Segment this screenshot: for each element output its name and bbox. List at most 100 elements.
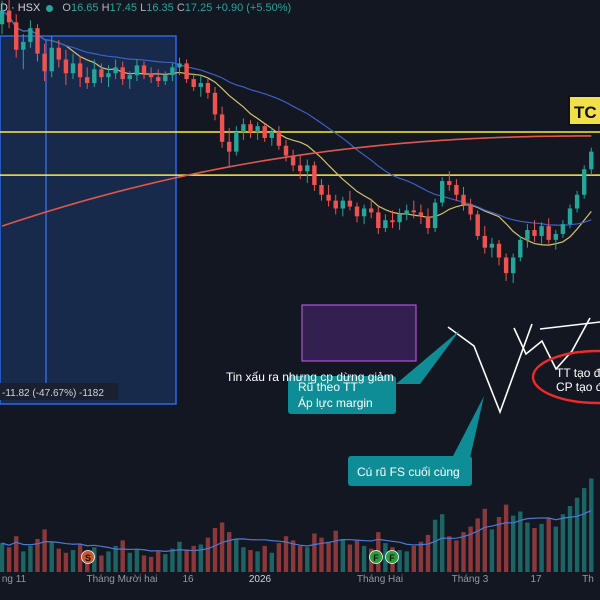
tc-badge-text: TC <box>574 103 597 122</box>
candle <box>205 83 211 93</box>
volume-bar <box>6 547 12 572</box>
candle <box>92 69 97 84</box>
volume-bar <box>283 536 289 572</box>
candle <box>163 75 168 82</box>
candle <box>347 200 353 207</box>
volume-bar <box>106 551 111 572</box>
callout-2-text: Cú rũ FS cuối cùng <box>357 465 460 479</box>
tc-badge[interactable] <box>568 95 600 126</box>
candle <box>113 67 118 74</box>
volume-bar <box>212 528 218 572</box>
market-status-icon <box>46 4 54 12</box>
event-marker: F <box>385 550 399 564</box>
volume-bar <box>361 545 367 572</box>
x-axis-tick-label: ng 11 <box>2 574 27 585</box>
candle <box>489 243 495 248</box>
open-value: 16.65 <box>70 2 99 14</box>
callout-2-box[interactable] <box>348 456 472 486</box>
ellipse-line1: TT tạo đ <box>556 366 600 380</box>
candle <box>496 243 502 258</box>
volume-bar <box>184 550 189 572</box>
candle <box>28 28 33 42</box>
candle <box>418 212 424 217</box>
candle <box>376 212 381 229</box>
volume-bar <box>482 508 487 572</box>
neckline[interactable] <box>539 321 600 330</box>
candle <box>234 132 239 152</box>
candle <box>354 206 360 217</box>
pattern-line-left[interactable] <box>447 323 533 415</box>
moving-average-line <box>1 135 592 227</box>
x-axis-tick-label: Tháng Mười hai <box>86 574 157 585</box>
candle <box>191 79 196 87</box>
volume-bar <box>518 511 523 572</box>
callout-1-box[interactable] <box>288 376 396 414</box>
volume-bar <box>63 552 69 572</box>
volume-bar <box>276 543 282 572</box>
volume-bar <box>411 545 416 572</box>
candle <box>361 208 367 217</box>
volume-bar <box>170 548 175 572</box>
volume-bar <box>489 529 495 572</box>
volume-average-line <box>1 509 592 552</box>
x-axis-tick-label: 17 <box>530 574 542 585</box>
volume-bar <box>148 556 154 572</box>
volume-bar <box>198 544 203 572</box>
event-marker-icon <box>385 550 399 564</box>
volume-bar <box>134 550 140 572</box>
volume-bar <box>191 545 196 572</box>
volume-bar <box>21 551 26 572</box>
candle <box>156 77 161 82</box>
volume-bar <box>255 551 260 572</box>
candle <box>177 63 182 68</box>
moving-average-line <box>1 10 592 226</box>
event-marker-label: S <box>85 553 91 563</box>
volume-bar <box>347 544 353 572</box>
volume-bar <box>404 551 409 572</box>
candle <box>120 67 125 80</box>
pattern-line-right[interactable] <box>513 317 591 371</box>
volume-bar <box>35 539 40 572</box>
volume-bar <box>28 545 33 572</box>
volume-bar <box>113 545 118 572</box>
volume-bar <box>454 540 459 572</box>
candle <box>397 214 402 223</box>
volume-bar <box>397 550 402 572</box>
candle <box>184 63 189 80</box>
volume-bar <box>269 552 274 572</box>
volume-ma-line <box>1 509 592 552</box>
x-axis-tick-label: 2026 <box>249 574 272 585</box>
candles <box>0 0 594 283</box>
candle <box>77 63 83 78</box>
candle <box>305 165 310 172</box>
candle <box>276 132 282 146</box>
candle <box>56 47 61 60</box>
candle <box>63 59 69 74</box>
volume-bar <box>418 541 424 572</box>
candle <box>21 41 26 50</box>
volume-bar <box>234 539 239 572</box>
ellipse-note[interactable] <box>531 349 600 405</box>
volume-bar <box>319 537 324 572</box>
event-marker-label: F <box>373 553 379 563</box>
x-axis-tick-label: Th <box>582 574 594 585</box>
ellipse-line2: CP tạo đ <box>556 380 600 394</box>
high-label: H <box>101 2 110 14</box>
volume-bar <box>340 539 345 572</box>
open-label: O <box>62 2 71 14</box>
volume-bar <box>511 515 516 572</box>
low-label: L <box>140 2 147 14</box>
candle <box>461 194 466 205</box>
candle <box>390 220 395 223</box>
candle <box>198 83 203 87</box>
measure-box[interactable] <box>0 35 177 405</box>
candle <box>440 181 445 203</box>
volume-bar <box>0 543 5 572</box>
x-axis-tick-label: Tháng 3 <box>452 574 489 585</box>
consolidation-box[interactable] <box>301 304 417 362</box>
volume-bar <box>582 488 587 572</box>
volume-bar <box>496 517 502 572</box>
